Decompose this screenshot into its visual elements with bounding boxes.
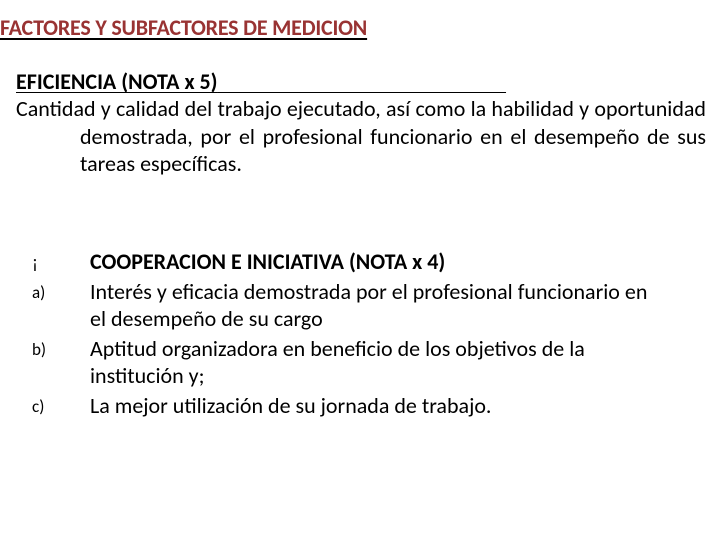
section-eficiencia: EFICIENCIA (NOTA x 5) Cantidad y calidad… — [16, 68, 706, 178]
cooperacion-heading: COOPERACION E INICIATIVA (NOTA x 4) — [90, 248, 662, 276]
slide: FACTORES Y SUBFACTORES DE MEDICION EFICI… — [0, 0, 720, 540]
list-item: c) La mejor utilización de su jornada de… — [32, 392, 662, 420]
eficiencia-heading: EFICIENCIA (NOTA x 5) — [16, 68, 218, 95]
slide-title: FACTORES Y SUBFACTORES DE MEDICION — [0, 14, 367, 41]
list-marker: a) — [32, 278, 90, 303]
list-text: Interés y eficacia demostrada por el pro… — [90, 278, 662, 333]
list-marker: c) — [32, 392, 90, 417]
eficiencia-heading-wrap: EFICIENCIA (NOTA x 5) — [16, 68, 706, 95]
eficiencia-body: Cantidad y calidad del trabajo ejecutado… — [16, 95, 706, 178]
list-marker: b) — [32, 335, 90, 360]
list-text: Aptitud organizadora en beneficio de los… — [90, 335, 662, 390]
section-cooperacion: ¡ COOPERACION E INICIATIVA (NOTA x 4) a)… — [32, 248, 662, 421]
list-text: La mejor utilización de su jornada de tr… — [90, 392, 662, 420]
list-item: a) Interés y eficacia demostrada por el … — [32, 278, 662, 333]
cooperacion-heading-row: ¡ COOPERACION E INICIATIVA (NOTA x 4) — [32, 248, 662, 276]
hollow-circle-icon: ¡ — [32, 248, 90, 274]
underline-pad — [218, 68, 506, 95]
list-item: b) Aptitud organizadora en beneficio de … — [32, 335, 662, 390]
